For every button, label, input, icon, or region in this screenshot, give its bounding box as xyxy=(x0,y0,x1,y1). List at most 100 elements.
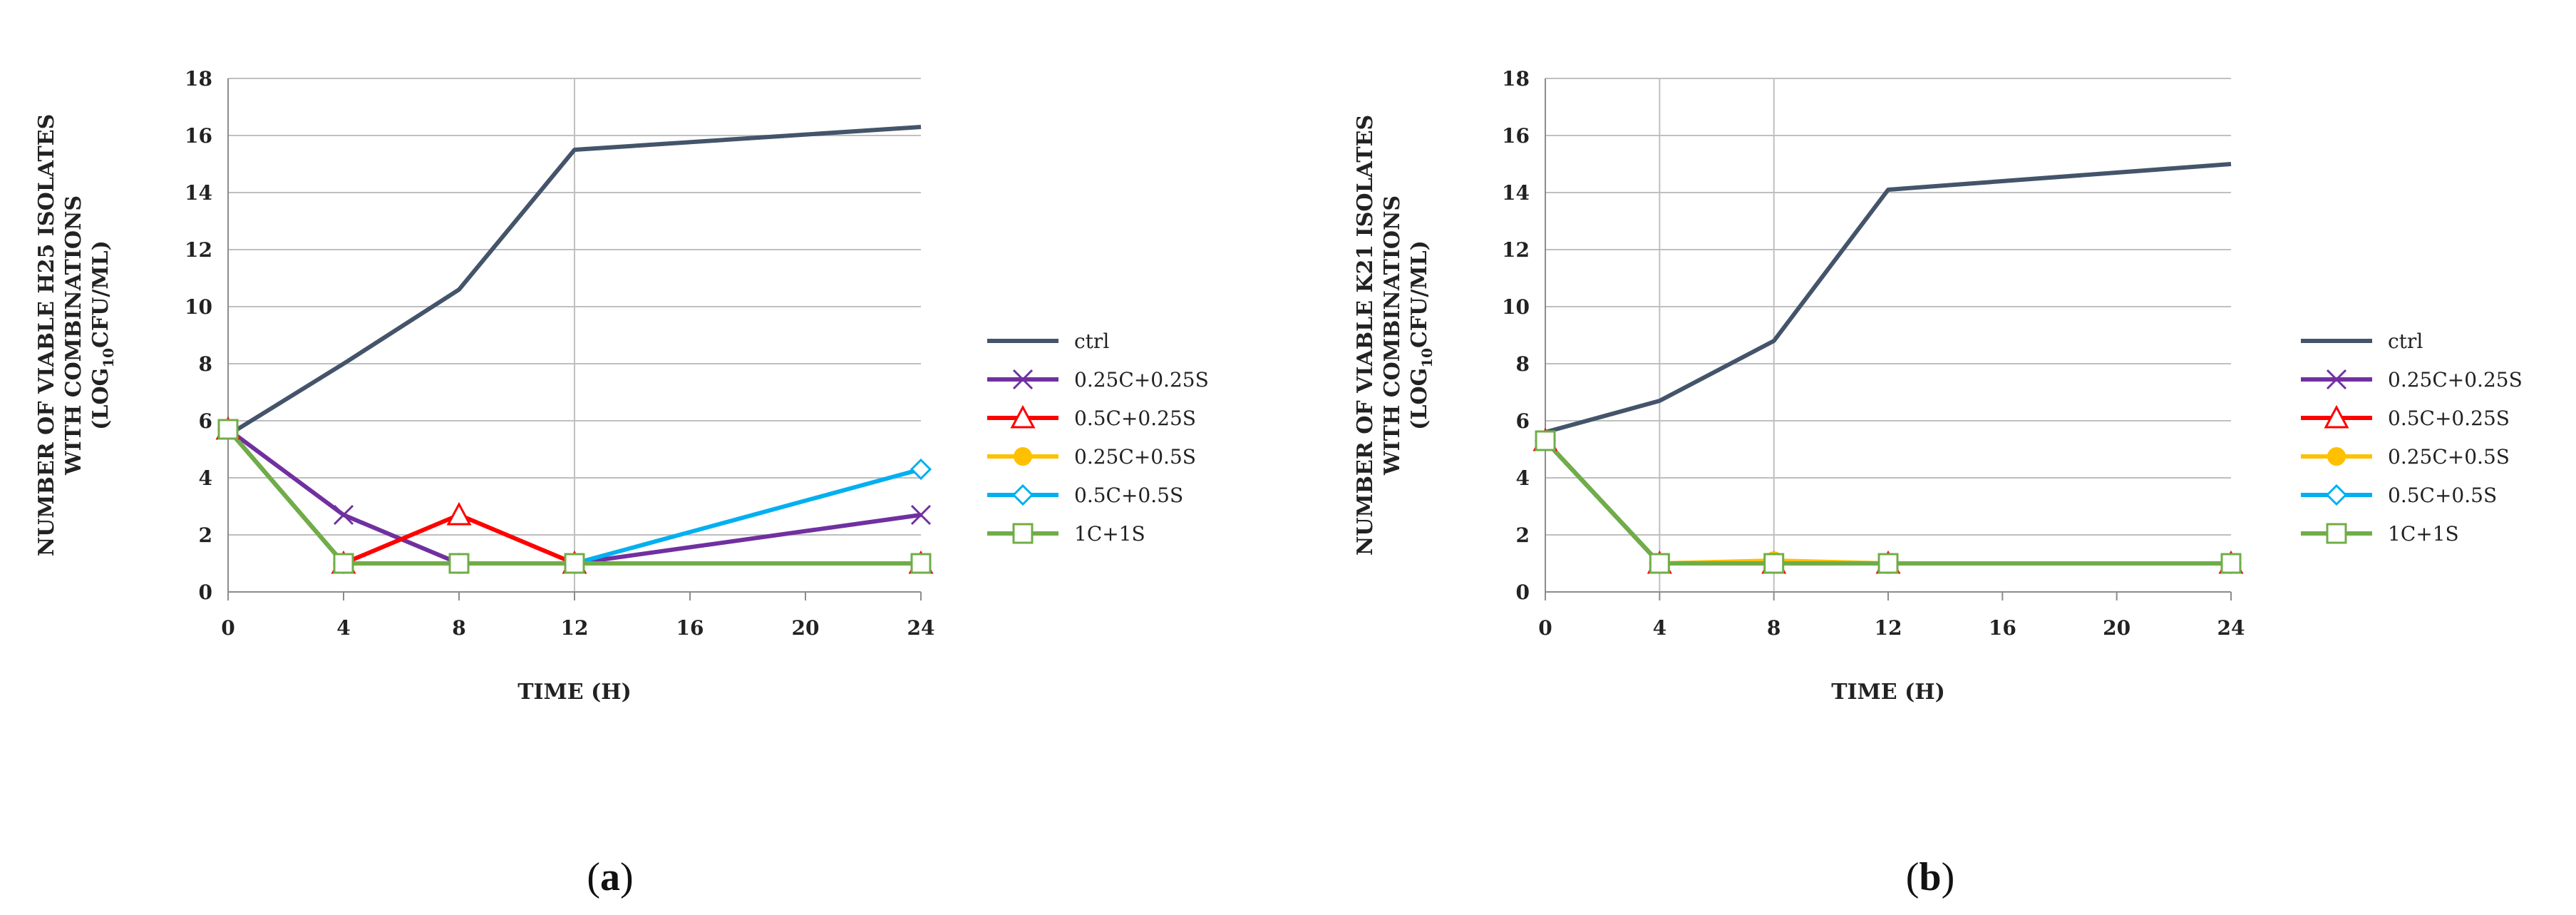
x-axis-title: TIME (H) xyxy=(1831,680,1945,705)
x-tick-label: 0 xyxy=(221,616,235,640)
data-point-1C+1S xyxy=(1763,553,1785,574)
x-tick-label: 16 xyxy=(676,616,704,640)
legend-label: 0.5C+0.25S xyxy=(1074,407,1196,430)
x-tick-label: 8 xyxy=(1767,616,1781,640)
y-tick-label: 10 xyxy=(1502,295,1530,319)
data-point-0.25C+0.25S xyxy=(910,504,932,526)
x-tick-label: 8 xyxy=(452,616,465,640)
legend-label: 1C+1S xyxy=(2388,522,2459,546)
y-tick-label: 10 xyxy=(185,295,212,319)
legend: ctrl 0.25C+0.25S 0.5C+0.25S 0.25C+0.5S 0.5C+… xyxy=(987,329,1209,546)
y-tick-label: 2 xyxy=(199,523,212,547)
y-axis-unit-post: CFU/ML) xyxy=(88,240,113,348)
panel-label: (a) xyxy=(587,855,633,899)
y-tick-label: 6 xyxy=(199,409,212,433)
panel-label-letter: a xyxy=(600,855,620,899)
data-point-1C+1S xyxy=(217,419,239,440)
y-tick-label: 2 xyxy=(1516,523,1530,547)
legend-label: 0.5C+0.25S xyxy=(2388,407,2510,430)
legend-item-0.5C+0.5S: 0.5C+0.5S xyxy=(987,484,1183,507)
series-line-ctrl xyxy=(1545,162,2232,434)
legend: ctrl 0.25C+0.25S 0.5C+0.25S 0.25C+0.5S 0.5C+… xyxy=(2301,329,2523,546)
data-point-0.5C+0.25S xyxy=(446,501,472,526)
legend-item-0.25C+0.25S: 0.25C+0.25S xyxy=(2301,368,2523,392)
x-tick-label: 24 xyxy=(907,616,935,640)
panel-label-letter: b xyxy=(1919,855,1941,899)
y-tick-label: 12 xyxy=(1502,238,1530,262)
legend-marker xyxy=(1010,404,1036,429)
legend-label: ctrl xyxy=(2388,329,2423,353)
y-tick-label: 16 xyxy=(185,124,212,148)
legend-item-0.25C+0.5S: 0.25C+0.5S xyxy=(2301,445,2510,469)
legend-item-0.25C+0.5S: 0.25C+0.5S xyxy=(987,445,1196,469)
panel-label-open-paren: ( xyxy=(1906,855,1920,899)
y-tick-label: 0 xyxy=(1516,581,1530,604)
x-tick-label: 12 xyxy=(561,616,589,640)
y-tick-label: 4 xyxy=(1516,466,1530,490)
legend-label: 0.25C+0.5S xyxy=(1074,445,1196,469)
panel-label-close-paren: ) xyxy=(620,855,634,899)
data-point-1C+1S xyxy=(1649,553,1670,574)
x-tick-label: 12 xyxy=(1875,616,1902,640)
y-axis-title-line: NUMBER OF VIABLE H25 ISOLATES xyxy=(34,114,59,557)
legend-item-0.5C+0.25S: 0.5C+0.25S xyxy=(2301,404,2510,430)
x-tick-label: 0 xyxy=(1538,616,1552,640)
y-tick-label: 0 xyxy=(199,581,212,604)
x-tick-label: 4 xyxy=(1653,616,1666,640)
data-point-1C+1S xyxy=(910,553,932,574)
legend-label: 0.5C+0.5S xyxy=(1074,484,1183,507)
data-point-0.25C+0.25S-stroke-2 xyxy=(333,504,354,526)
legend-label: 0.25C+0.25S xyxy=(2388,368,2523,392)
y-axis-title-line: WITH COMBINATIONS xyxy=(1380,195,1405,476)
y-tick-label: 8 xyxy=(199,352,212,376)
y-tick-label: 4 xyxy=(199,466,212,490)
y-tick-label: 18 xyxy=(1502,67,1530,91)
legend-label: 0.5C+0.5S xyxy=(2388,484,2497,507)
y-axis-unit: (LOG10CFU/ML) xyxy=(1407,240,1436,430)
panel-label-open-paren: ( xyxy=(587,855,600,899)
legend-marker xyxy=(2327,447,2346,466)
legend-item-0.25C+0.25S: 0.25C+0.25S xyxy=(987,368,1209,392)
x-tick-label: 20 xyxy=(792,616,820,640)
data-point-1C+1S xyxy=(1877,553,1899,574)
data-point-1C+1S xyxy=(2220,553,2242,574)
y-axis-unit-subscript: 10 xyxy=(100,348,117,368)
x-tick-label: 20 xyxy=(2103,616,2131,640)
legend-marker xyxy=(1012,523,1034,544)
y-axis-unit-subscript: 10 xyxy=(1418,348,1436,368)
legend-marker xyxy=(1012,369,1034,390)
y-axis-title: NUMBER OF VIABLE H25 ISOLATES WITH COMBIN… xyxy=(34,114,117,557)
legend-item-ctrl: ctrl xyxy=(2301,329,2423,353)
legend-label: 0.25C+0.5S xyxy=(2388,445,2510,469)
data-point-0.25C+0.25S xyxy=(333,504,354,526)
legend-item-ctrl: ctrl xyxy=(987,329,1109,353)
legend-marker xyxy=(1014,447,1032,466)
y-tick-label: 18 xyxy=(185,67,212,91)
legend-item-0.5C+0.5S: 0.5C+0.5S xyxy=(2301,484,2497,507)
legend-marker xyxy=(2324,404,2349,429)
legend-marker xyxy=(2325,484,2348,506)
legend-marker xyxy=(1011,484,1034,506)
panel-label: (b) xyxy=(1906,855,1954,899)
y-tick-label: 14 xyxy=(1502,181,1530,205)
series-line-0.25C+0.5S xyxy=(1543,439,2231,566)
y-axis-title-line: WITH COMBINATIONS xyxy=(61,195,86,476)
y-axis-title-line: NUMBER OF VIABLE K21 ISOLATES xyxy=(1353,115,1378,556)
data-point-1C+1S xyxy=(1535,430,1556,451)
series-line-0.5C+0.25S xyxy=(1543,439,2231,566)
data-point-1C+1S xyxy=(564,553,585,574)
series-line-1C+1S xyxy=(1543,439,2231,566)
legend-marker xyxy=(2326,523,2347,544)
y-axis-unit-post: CFU/ML) xyxy=(1407,240,1432,348)
data-point-0.25C+0.25S-stroke-2 xyxy=(910,504,932,526)
x-tick-label: 24 xyxy=(2217,616,2245,640)
legend-label: 0.25C+0.25S xyxy=(1074,368,1209,392)
data-point-1C+1S xyxy=(333,553,354,574)
series-line-0.25C+0.25S xyxy=(1543,439,2231,566)
y-tick-label: 14 xyxy=(185,181,212,205)
data-point-0.5C+0.5S xyxy=(910,458,932,481)
y-tick-label: 6 xyxy=(1516,409,1530,433)
